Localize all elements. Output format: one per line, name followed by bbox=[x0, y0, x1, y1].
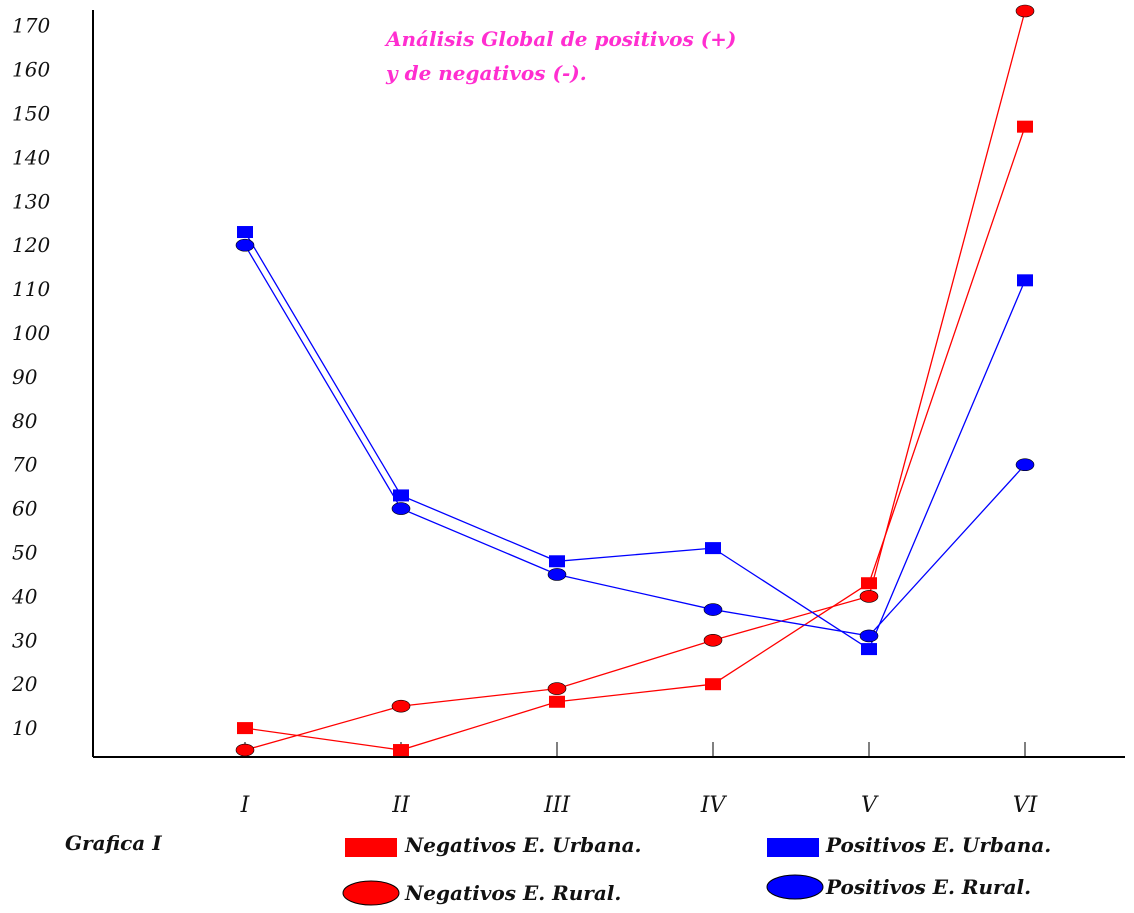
series-line-2 bbox=[244, 231, 1026, 651]
chart-title-line-2: y de negativos (-). bbox=[385, 61, 587, 85]
y-tick-label: 20 bbox=[11, 672, 38, 696]
y-tick-label: 30 bbox=[12, 628, 38, 652]
legend-swatch-positivos-rural bbox=[766, 874, 824, 900]
x-tick-label: II bbox=[391, 793, 411, 818]
x-tick-label: I bbox=[240, 793, 251, 818]
data-point-ellipse bbox=[859, 590, 879, 603]
data-point-ellipse bbox=[391, 699, 411, 713]
x-tick-label: V bbox=[861, 793, 879, 818]
legend-swatch-negativos-rural bbox=[342, 880, 400, 906]
legend-label-positivos-rural: Positivos E. Rural. bbox=[825, 875, 1031, 899]
y-tick-label: 100 bbox=[12, 321, 50, 345]
y-tick-label: 50 bbox=[12, 541, 38, 565]
data-point-square bbox=[705, 542, 721, 555]
y-tick-label: 60 bbox=[12, 497, 38, 521]
legend-label-negativos-rural: Negativos E. Rural. bbox=[404, 881, 621, 905]
series-lines bbox=[244, 10, 1026, 751]
data-point-ellipse bbox=[1015, 4, 1035, 18]
data-point-ellipse bbox=[703, 633, 723, 647]
y-tick-label: 40 bbox=[11, 584, 38, 608]
y-tick-label: 160 bbox=[12, 58, 50, 82]
data-point-ellipse bbox=[235, 743, 255, 757]
y-tick-label: 70 bbox=[12, 453, 38, 477]
legend-label-negativos-urbana: Negativos E. Urbana. bbox=[404, 833, 642, 857]
data-point-square bbox=[861, 643, 877, 656]
data-point-ellipse bbox=[235, 238, 255, 252]
data-point-ellipse bbox=[391, 502, 411, 515]
x-tick-labels: I II III IV V VI bbox=[240, 742, 1039, 818]
data-point-square bbox=[1017, 274, 1033, 287]
data-point-square bbox=[393, 489, 409, 502]
data-point-square bbox=[237, 722, 253, 735]
chart-caption: Grafica I bbox=[65, 831, 162, 855]
data-point-square bbox=[705, 678, 721, 691]
series-markers bbox=[235, 4, 1035, 757]
legend-swatch-negativos-urbana bbox=[345, 838, 397, 857]
data-point-square bbox=[1017, 120, 1033, 133]
y-tick-label: 150 bbox=[12, 102, 50, 126]
y-tick-label: 90 bbox=[12, 365, 38, 389]
data-point-ellipse bbox=[859, 629, 879, 643]
data-point-square bbox=[549, 555, 565, 568]
data-point-square bbox=[861, 577, 877, 590]
series-line-0 bbox=[244, 126, 1026, 751]
legend: Negativos E. Urbana. Negativos E. Rural.… bbox=[342, 833, 1051, 906]
legend-swatch-positivos-urbana bbox=[767, 838, 819, 857]
x-tick-label: VI bbox=[1013, 793, 1039, 818]
data-point-ellipse bbox=[703, 603, 723, 616]
legend-label-positivos-urbana: Positivos E. Urbana. bbox=[825, 833, 1051, 857]
y-tick-label: 110 bbox=[12, 277, 50, 301]
y-tick-label: 10 bbox=[12, 716, 38, 740]
y-tick-label: 120 bbox=[12, 233, 50, 257]
data-point-ellipse bbox=[547, 568, 567, 581]
x-tick-label: IV bbox=[700, 793, 728, 818]
data-point-ellipse bbox=[1015, 458, 1035, 472]
series-line-3 bbox=[244, 244, 1026, 637]
x-tick-label: III bbox=[543, 793, 571, 818]
y-tick-labels: 10 20 30 40 50 60 70 80 90 100 110 120 130 140 150 160 1… bbox=[11, 14, 50, 740]
data-point-ellipse bbox=[547, 682, 567, 695]
data-point-square bbox=[237, 226, 253, 239]
chart-title-line-1: Análisis Global de positivos (+) bbox=[384, 27, 736, 51]
y-tick-label: 80 bbox=[12, 409, 38, 433]
y-tick-label: 170 bbox=[12, 14, 50, 38]
data-point-square bbox=[393, 744, 409, 757]
y-tick-label: 130 bbox=[12, 189, 50, 213]
y-tick-label: 140 bbox=[12, 145, 50, 169]
series-line-1 bbox=[244, 10, 1026, 751]
data-point-square bbox=[549, 695, 565, 708]
